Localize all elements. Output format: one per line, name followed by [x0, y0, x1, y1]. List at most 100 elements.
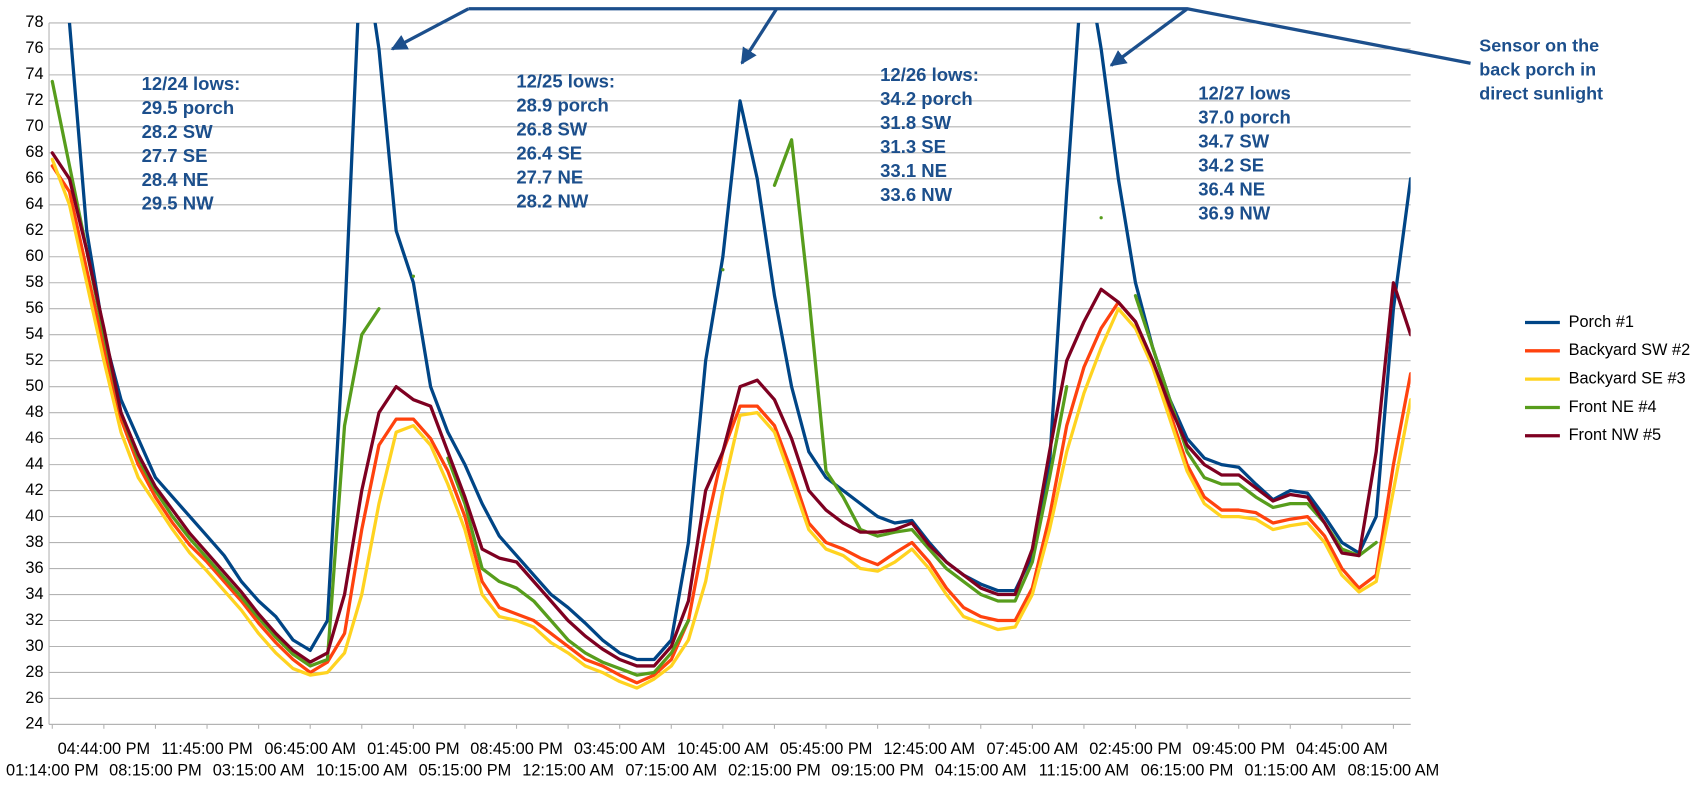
y-tick-label: 32	[25, 611, 43, 629]
annotation-text: 12/24 lows:	[142, 73, 241, 94]
annotation-text: 28.2 NW	[516, 191, 589, 212]
x-tick-label: 03:15:00 AM	[213, 762, 305, 780]
x-tick-label: 10:15:00 AM	[316, 762, 408, 780]
x-tick-label: 01:15:00 AM	[1244, 762, 1336, 780]
x-tick-label: 04:44:00 PM	[58, 740, 151, 758]
x-tick-label: 11:15:00 AM	[1039, 762, 1129, 780]
x-tick-label: 01:45:00 PM	[367, 740, 460, 758]
legend-label: Front NE #4	[1569, 398, 1657, 416]
x-tick-label: 06:45:00 AM	[264, 740, 356, 758]
annotation-text: 12/26 lows:	[880, 64, 979, 85]
x-tick-label: 12:45:00 AM	[883, 740, 975, 758]
x-tick-label: 04:45:00 AM	[1296, 740, 1388, 758]
y-tick-label: 56	[25, 299, 43, 317]
y-tick-label: 52	[25, 351, 43, 369]
y-tick-label: 36	[25, 559, 43, 577]
callout-arrow	[740, 7, 779, 65]
y-tick-label: 60	[25, 247, 43, 265]
x-tick-label: 07:15:00 AM	[625, 762, 717, 780]
y-tick-label: 62	[25, 221, 43, 239]
annotation-text: 28.2 SW	[142, 121, 213, 142]
x-tick-label: 08:15:00 PM	[109, 762, 202, 780]
legend: Porch #1 Backyard SW #2 Backyard SE #3 Fron…	[1524, 313, 1691, 444]
callout-text: Sensor on the	[1479, 36, 1599, 56]
annotation-text: 28.9 porch	[516, 95, 609, 116]
y-tick-label: 38	[25, 533, 43, 551]
tick-labels: 24 26 28 30 32 34 36 38 40 42 44 46 48 50 52 54 56 58 60 62…	[6, 13, 1439, 779]
plot-area	[49, 22, 1411, 725]
callout-text: back porch in	[1479, 60, 1596, 80]
grid	[49, 22, 1411, 725]
annotation-text: 29.5 NW	[142, 193, 215, 214]
y-tick-label: 44	[25, 455, 43, 473]
annotation-text: 37.0 porch	[1198, 107, 1291, 128]
annotation-text: 34.2 porch	[880, 88, 973, 109]
legend-label: Porch #1	[1569, 313, 1634, 331]
y-tick-label: 58	[25, 273, 43, 291]
y-tick-label: 70	[25, 117, 43, 135]
y-tick-label: 78	[25, 13, 43, 31]
x-tick-label: 10:45:00 AM	[677, 740, 769, 758]
annotation-text: 26.8 SW	[516, 119, 587, 140]
x-tick-label: 12:15:00 AM	[522, 762, 614, 780]
y-tick-label: 76	[25, 39, 43, 57]
y-tick-label: 26	[25, 689, 43, 707]
y-tick-label: 64	[25, 195, 43, 213]
annotation-text: 36.4 NE	[1198, 179, 1265, 200]
annotation-text: 33.1 NE	[880, 160, 947, 181]
x-tick-label: 08:45:00 PM	[470, 740, 563, 758]
x-tick-label: 05:45:00 PM	[780, 740, 873, 758]
x-tick-label: 04:15:00 AM	[935, 762, 1027, 780]
x-tick-label: 07:45:00 AM	[987, 740, 1079, 758]
annotation-text: 31.8 SW	[880, 112, 951, 133]
legend-label: Backyard SE #3	[1569, 369, 1686, 387]
series-line	[50, 157, 1411, 690]
legend-label: Front NW #5	[1569, 426, 1662, 444]
y-tick-label: 54	[25, 325, 43, 343]
annotation-text: 27.7 SE	[142, 145, 208, 166]
annotation-text: 31.3 SE	[880, 136, 946, 157]
series-lines	[50, 22, 1411, 690]
series-line	[67, 22, 1411, 662]
y-tick-label: 40	[25, 507, 43, 525]
y-tick-label: 68	[25, 143, 43, 161]
y-tick-label: 30	[25, 637, 43, 655]
callout-text: direct sunlight	[1479, 84, 1603, 104]
y-tick-label: 34	[25, 585, 43, 603]
legend-label: Backyard SW #2	[1569, 341, 1691, 359]
annotation-text: 12/27 lows	[1198, 83, 1291, 104]
x-tick-label: 06:15:00 PM	[1141, 762, 1234, 780]
y-tick-label: 74	[25, 65, 43, 83]
x-tick-label: 09:15:00 PM	[831, 762, 924, 780]
annotation-text: 33.6 NW	[880, 184, 953, 205]
x-tick-label: 08:15:00 AM	[1348, 762, 1440, 780]
annotation-text: 28.4 NE	[142, 169, 209, 190]
annotation-text: 29.5 porch	[142, 97, 235, 118]
y-tick-label: 24	[25, 715, 43, 733]
x-tick-label: 01:14:00 PM	[6, 762, 99, 780]
series-line	[50, 79, 1378, 677]
y-tick-label: 48	[25, 403, 43, 421]
x-tick-label: 05:15:00 PM	[419, 762, 512, 780]
y-tick-label: 50	[25, 377, 43, 395]
annotation-text: 34.7 SW	[1198, 131, 1269, 152]
y-tick-label: 66	[25, 169, 43, 187]
annotation-text: 26.4 SE	[516, 143, 582, 164]
series-line	[50, 151, 1411, 668]
annotation-text: 12/25 lows:	[516, 71, 615, 92]
y-tick-label: 42	[25, 481, 43, 499]
annotation-text: 36.9 NW	[1198, 203, 1271, 224]
x-tick-label: 03:45:00 AM	[574, 740, 666, 758]
x-tick-label: 02:45:00 PM	[1089, 740, 1182, 758]
callout-arrows	[390, 7, 1471, 67]
annotations: 12/24 lows: 29.5 porch 28.2 SW 27.7 SE 28.4 …	[142, 36, 1603, 224]
callout-arrow	[1109, 7, 1189, 67]
annotation-text: 27.7 NE	[516, 167, 583, 188]
y-tick-label: 46	[25, 429, 43, 447]
annotation-text: 34.2 SE	[1198, 155, 1264, 176]
x-tick-label: 02:15:00 PM	[728, 762, 821, 780]
callout-arrow	[390, 7, 470, 51]
series-line	[50, 164, 1411, 685]
